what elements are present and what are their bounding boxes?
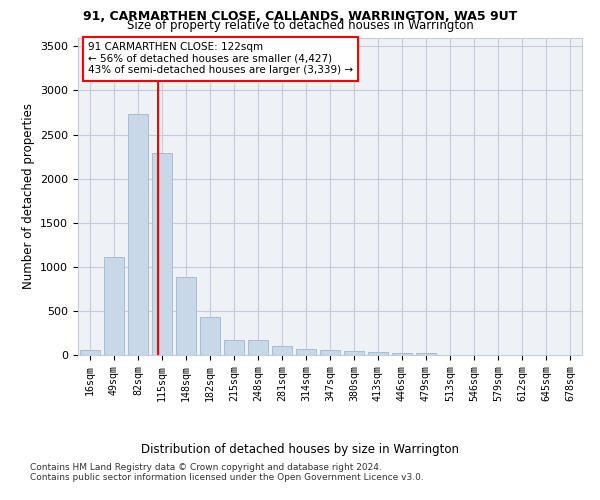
Bar: [80, 350, 100, 355]
Text: 91 CARMARTHEN CLOSE: 122sqm
← 56% of detached houses are smaller (4,427)
43% of : 91 CARMARTHEN CLOSE: 122sqm ← 56% of det…: [88, 42, 353, 76]
Bar: [200, 317, 220, 355]
Bar: [368, 352, 388, 355]
Bar: [392, 353, 412, 355]
Bar: [320, 350, 340, 355]
Text: Size of property relative to detached houses in Warrington: Size of property relative to detached ho…: [127, 18, 473, 32]
Bar: [344, 351, 364, 355]
Bar: [104, 257, 124, 355]
Bar: [296, 350, 316, 355]
Bar: [272, 346, 292, 355]
Text: 91, CARMARTHEN CLOSE, CALLANDS, WARRINGTON, WA5 9UT: 91, CARMARTHEN CLOSE, CALLANDS, WARRINGT…: [83, 10, 517, 23]
Bar: [416, 353, 436, 355]
Text: Distribution of detached houses by size in Warrington: Distribution of detached houses by size …: [141, 442, 459, 456]
Y-axis label: Number of detached properties: Number of detached properties: [22, 104, 35, 289]
Bar: [128, 114, 148, 355]
Text: Contains HM Land Registry data © Crown copyright and database right 2024.: Contains HM Land Registry data © Crown c…: [30, 464, 382, 472]
Bar: [248, 340, 268, 355]
Bar: [176, 278, 196, 355]
Bar: [152, 153, 172, 355]
Text: Contains public sector information licensed under the Open Government Licence v3: Contains public sector information licen…: [30, 474, 424, 482]
Bar: [224, 340, 244, 355]
